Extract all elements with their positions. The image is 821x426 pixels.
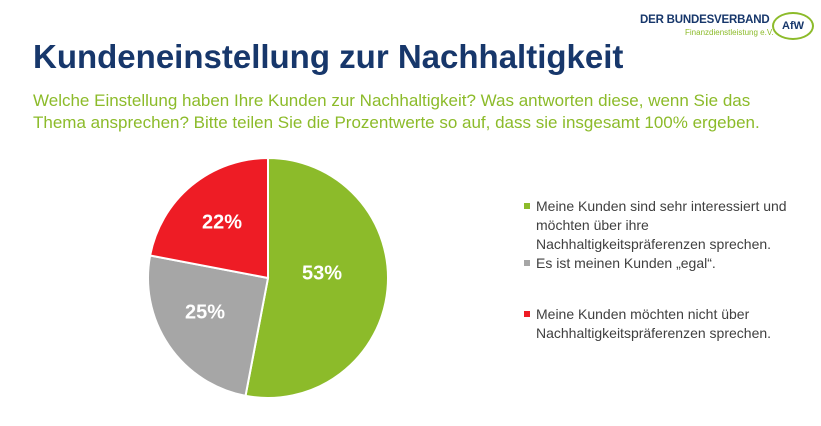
pie-slice — [244, 156, 389, 399]
logo-line1: DER BUNDESVERBAND — [640, 14, 770, 26]
data-label: 53% — [302, 262, 342, 284]
data-label: 25% — [185, 301, 225, 323]
legend-item-interested: Meine Kunden sind sehr interessiert und … — [524, 197, 806, 254]
logo-line2: Finanzdienstleistung e.V. — [685, 28, 774, 37]
legend-label: Meine Kunden möchten nicht über Nachhalt… — [536, 306, 772, 341]
pie-slice — [148, 156, 269, 280]
legend-label: Es ist meinen Kunden „egal“. — [536, 255, 716, 271]
data-label: 22% — [202, 211, 242, 233]
legend-item-indifferent: Es ist meinen Kunden „egal“. — [524, 254, 806, 273]
page-title: Kundeneinstellung zur Nachhaltigkeit — [33, 38, 624, 75]
legend-swatch — [524, 203, 530, 209]
legend-label: Meine Kunden sind sehr interessiert und … — [536, 198, 787, 252]
legend-item-not-interested: Meine Kunden möchten nicht über Nachhalt… — [524, 305, 806, 343]
logo-badge: AfW — [772, 12, 814, 40]
pie-slice — [147, 254, 270, 398]
legend-swatch — [524, 260, 530, 266]
legend-swatch — [524, 311, 530, 317]
question-subtitle: Welche Einstellung haben Ihre Kunden zur… — [33, 91, 760, 132]
